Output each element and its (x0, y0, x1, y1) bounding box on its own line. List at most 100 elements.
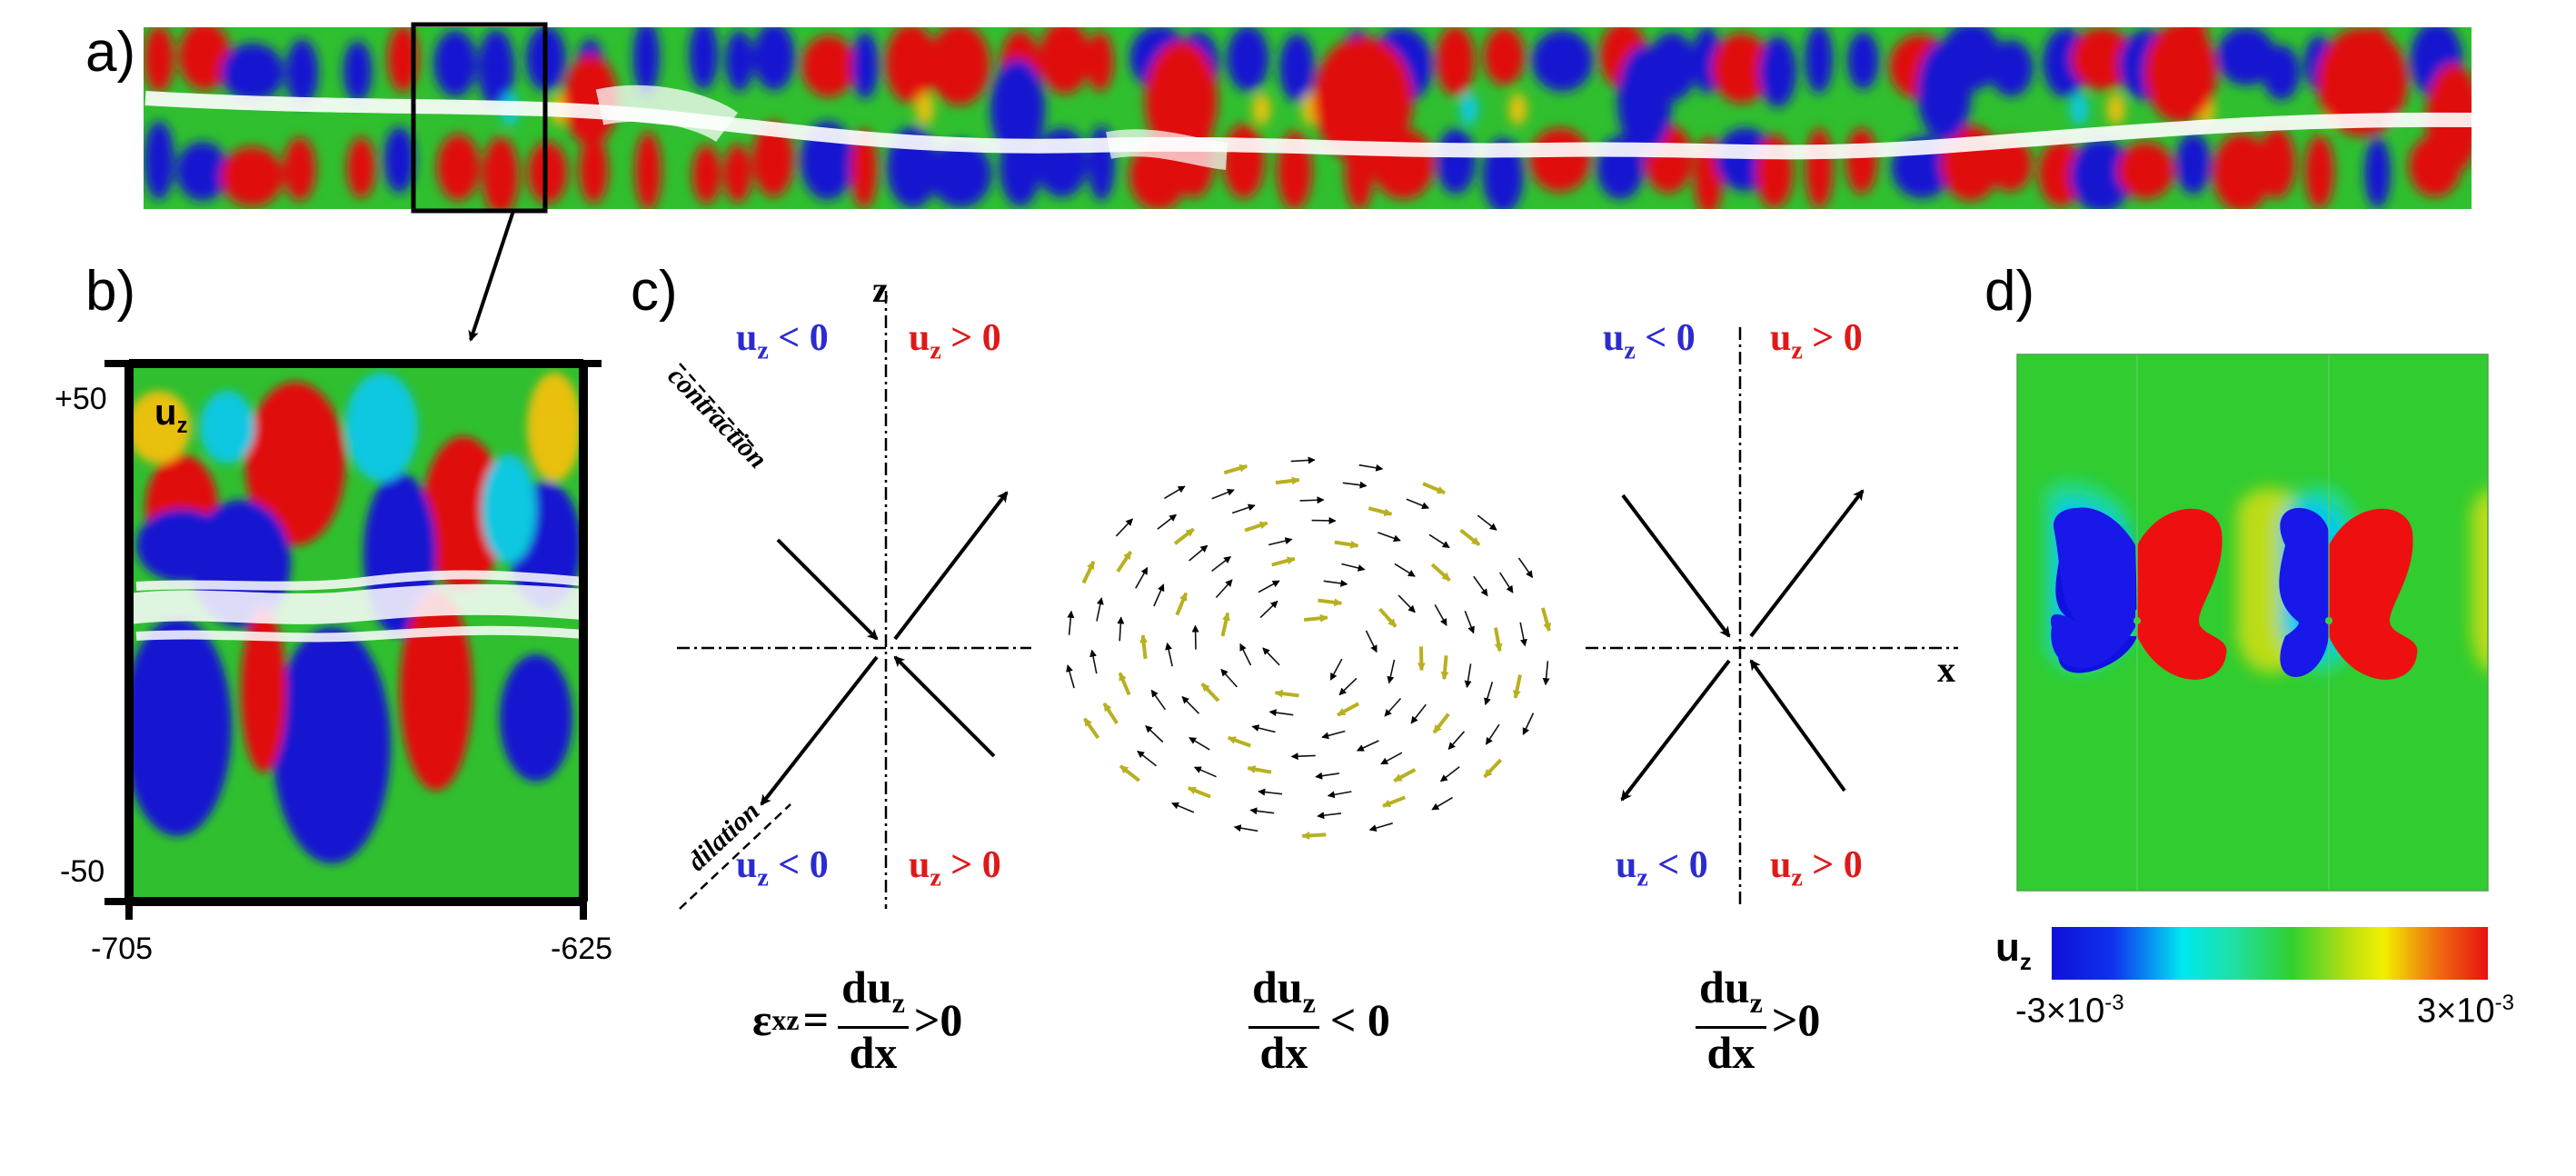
vortex-arrow (1259, 600, 1278, 619)
field-blob (1279, 34, 1315, 103)
vortex-arrow (1191, 624, 1199, 650)
field-blob (752, 121, 794, 197)
vortex-arrow (1434, 604, 1447, 626)
vortex-arrow (1081, 560, 1096, 584)
vortex-arrow (1378, 607, 1397, 628)
vortex-arrow (1262, 647, 1280, 666)
field-blob (1086, 32, 1114, 92)
vortex-arrow (1334, 540, 1359, 549)
field-blob (200, 391, 254, 463)
field-blob (2216, 27, 2276, 85)
field-blob (2304, 135, 2334, 209)
panel-b-x-left: -705 (91, 932, 154, 966)
field-blob (1508, 93, 1527, 125)
colorbar-label: uz (1995, 925, 2032, 975)
vortex-arrow (1542, 661, 1550, 686)
vortex-arrow (1318, 598, 1343, 607)
vortex-arrow (1337, 702, 1360, 717)
vortex-arrow (1301, 831, 1327, 840)
vortex-arrow (1380, 752, 1403, 765)
field-blob (343, 40, 373, 103)
vortex-arrow (1447, 731, 1466, 751)
field-blob (1436, 27, 1476, 96)
vortex-arrow (1244, 521, 1268, 533)
field-blob (144, 121, 174, 200)
field-blob (928, 27, 990, 105)
vortex-arrow (1268, 709, 1294, 717)
vortex-arrow (1432, 713, 1450, 734)
field-blob (885, 27, 938, 104)
field-blob (285, 39, 319, 106)
vortex-arrow (1271, 556, 1296, 567)
field-blob (2364, 137, 2391, 208)
field-blob (1805, 128, 1834, 209)
field-blob (1145, 41, 1218, 159)
vortex-arrow (1211, 555, 1231, 573)
panel-a-strip (144, 22, 2472, 342)
vortex-arrow (1368, 506, 1393, 517)
field-blob (387, 27, 419, 93)
vortex-arrow (1175, 592, 1189, 616)
vortex-arrow (1067, 610, 1075, 635)
field-blob (990, 59, 1045, 159)
vortex-arrow (1193, 766, 1217, 778)
field-blob (2071, 27, 2134, 91)
vortex-arrow (1368, 822, 1393, 832)
field-blob (1988, 136, 2033, 192)
vortex-arrow (1393, 768, 1417, 782)
panel-d-label: d) (1984, 260, 2035, 323)
field-blob (482, 136, 519, 209)
field-blob (1758, 36, 1797, 107)
vortex-arrow (1440, 655, 1449, 681)
vortex-arrow (1394, 563, 1416, 577)
panel-c-strain-diagram-right (1586, 327, 1958, 909)
panel-c-label: c) (631, 260, 678, 323)
field-blob (383, 126, 415, 194)
field-blob (2106, 93, 2125, 125)
field-blob (1917, 41, 1972, 141)
vortex-arrow (1220, 668, 1238, 688)
field-blob (1805, 27, 1834, 94)
vortex-arrow (1139, 634, 1149, 660)
vortex-arrow (1356, 740, 1379, 752)
field-blob (2317, 27, 2408, 136)
field-blob (176, 142, 229, 201)
field-blob (220, 146, 284, 206)
vortex-arrow (1477, 514, 1497, 531)
vortex-arrow (1082, 717, 1100, 740)
vortex-arrow (1119, 764, 1140, 782)
vortex-arrow (1275, 476, 1300, 485)
field-blob (129, 618, 232, 836)
vortex-arrow (1096, 597, 1104, 622)
field-blob (1617, 45, 1672, 154)
field-blob (500, 654, 572, 782)
strain-equation-center: duz dx < 0 (1243, 963, 1390, 1076)
uz-positive-label: uz > 0 (1770, 844, 1863, 892)
panel-b-x-right: -625 (551, 932, 613, 966)
vortex-arrow (1102, 703, 1119, 724)
vortex-arrow (1171, 802, 1195, 813)
vortex-arrow (1473, 575, 1488, 597)
vortex-arrow (1439, 766, 1460, 782)
field-blob (433, 30, 477, 97)
panel-b-field-label: uz (154, 393, 188, 438)
field-blob (1313, 36, 1413, 164)
panel-b-field-blobs (129, 373, 582, 863)
field-blob (129, 391, 191, 463)
field-blob (2038, 140, 2084, 207)
field-blob (2212, 133, 2272, 209)
field-blob (2175, 133, 2212, 194)
field-blob (346, 136, 376, 198)
field-blob (801, 35, 856, 97)
field-blob (1711, 33, 1772, 104)
vortex-arrow (1323, 579, 1348, 587)
vortex-arrow (1410, 703, 1427, 724)
colorbar-max: 3×10-3 (2417, 991, 2514, 1031)
field-blob (2070, 93, 2089, 125)
field-blob (632, 27, 660, 95)
vortex-arrow (1249, 807, 1275, 815)
field-blob (221, 43, 284, 102)
vortex-arrow (1137, 750, 1157, 767)
vortex-arrow (1290, 456, 1316, 464)
